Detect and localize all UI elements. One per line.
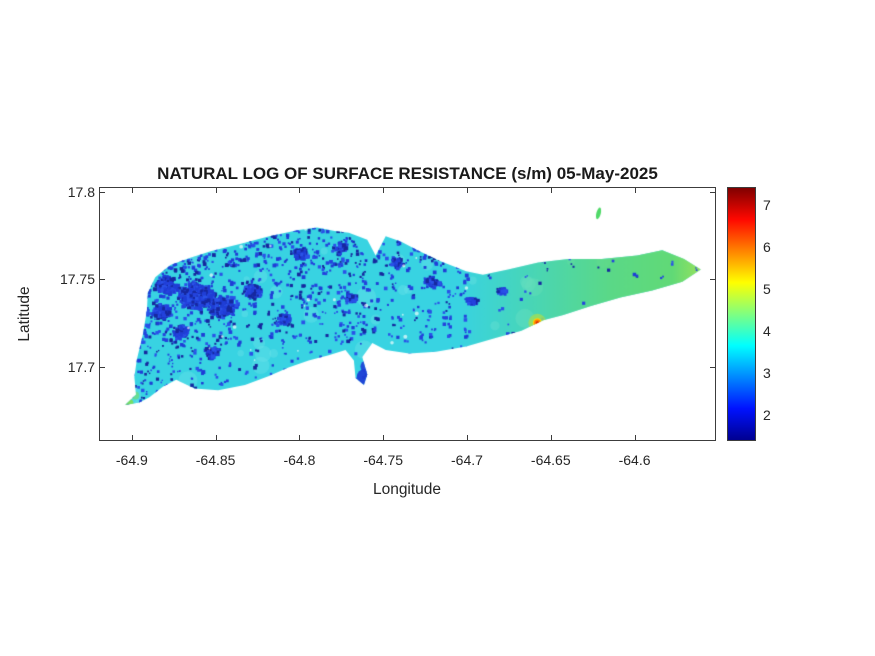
y-tick-mark — [100, 279, 105, 280]
x-tick-mark — [215, 435, 217, 440]
x-tick-mark — [131, 435, 133, 440]
y-tick-mark-right — [710, 191, 715, 193]
plot-area — [99, 187, 716, 441]
x-tick-mark-top — [215, 188, 217, 193]
colorbar — [727, 187, 756, 441]
x-tick-mark — [383, 435, 385, 440]
x-tick-label: -64.9 — [115, 452, 148, 468]
colorbar-gradient — [728, 188, 755, 440]
y-tick-mark-right — [710, 279, 715, 280]
colorbar-tick-label: 4 — [763, 322, 771, 339]
colorbar-tick-label: 6 — [763, 238, 771, 255]
x-tick-mark — [550, 435, 552, 440]
y-tick-mark-right — [710, 366, 715, 368]
x-tick-label: -64.8 — [283, 452, 316, 468]
x-tick-mark-top — [131, 188, 133, 193]
x-tick-label: -64.6 — [618, 452, 651, 468]
x-tick-label: -64.75 — [363, 452, 404, 468]
chart-title: NATURAL LOG OF SURFACE RESISTANCE (s/m) … — [157, 164, 658, 183]
x-tick-label: -64.7 — [451, 452, 483, 468]
colorbar-tick-label: 2 — [763, 406, 771, 423]
colorbar-tick-label: 5 — [763, 280, 771, 297]
x-tick-mark-top — [466, 188, 468, 193]
x-tick-mark-top — [299, 188, 301, 193]
x-tick-mark-top — [634, 188, 636, 193]
x-axis-label: Longitude — [372, 481, 442, 498]
colorbar-tick-label: 3 — [763, 364, 771, 381]
x-tick-label: -64.65 — [530, 452, 571, 468]
y-tick-label: 17.7 — [67, 358, 95, 375]
y-tick-mark — [100, 366, 105, 368]
island-heatmap-canvas — [100, 188, 715, 440]
x-tick-label: -64.85 — [195, 452, 236, 468]
x-tick-mark — [634, 435, 636, 440]
colorbar-tick-label: 7 — [763, 196, 771, 213]
y-tick-mark — [100, 191, 105, 193]
x-tick-mark — [466, 435, 468, 440]
y-tick-label: 17.8 — [67, 183, 95, 200]
x-tick-mark-top — [383, 188, 385, 193]
y-axis-label: Latitude — [16, 286, 33, 342]
x-tick-mark-top — [550, 188, 552, 193]
y-tick-label: 17.75 — [59, 271, 95, 287]
x-tick-mark — [299, 435, 301, 440]
